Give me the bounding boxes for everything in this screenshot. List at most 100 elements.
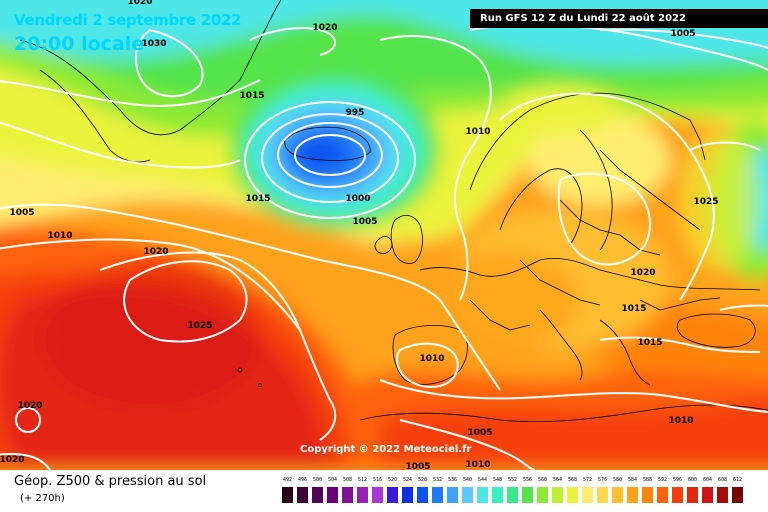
isobar-label: 1005	[352, 217, 377, 227]
colorbar-label: 540	[462, 477, 473, 483]
colorbar-swatch	[312, 487, 323, 503]
colorbar-swatch	[672, 487, 683, 503]
colorbar-swatch	[537, 487, 548, 503]
colorbar-label: 600	[687, 477, 698, 483]
isobar-label: 1020	[127, 0, 152, 7]
colorbar: 492 496 500 504 508 512 516 520 524 528 532 536 540 5…	[282, 476, 750, 504]
colorbar-swatch	[732, 487, 743, 503]
valid-time: 20:00 locale	[14, 33, 145, 55]
isobar-label: 1010	[419, 354, 444, 364]
isobar-label: 1025	[187, 321, 212, 331]
legend-footer: Géop. Z500 & pression au sol (+ 270h) 49…	[0, 470, 768, 512]
colorbar-label: 528	[417, 477, 428, 483]
colorbar-swatch	[642, 487, 653, 503]
colorbar-label: 556	[522, 477, 533, 483]
colorbar-label: 536	[447, 477, 458, 483]
isobar-label: 1005	[405, 462, 430, 470]
colorbar-swatch	[492, 487, 503, 503]
colorbar-label: 508	[342, 477, 353, 483]
colorbar-swatch	[282, 487, 293, 503]
colorbar-swatch	[432, 487, 443, 503]
isobar-label: 1020	[0, 455, 25, 465]
colorbar-label: 500	[312, 477, 323, 483]
colorbar-swatch	[387, 487, 398, 503]
run-info: Run GFS 12 Z du Lundi 22 août 2022	[470, 9, 768, 28]
colorbar-label: 548	[492, 477, 503, 483]
isobar-label: 1020	[630, 268, 655, 278]
valid-date: Vendredi 2 septembre 2022	[14, 11, 242, 29]
isobar-label: 1010	[47, 231, 72, 241]
colorbar-swatch	[342, 487, 353, 503]
isobar-label: 1005	[467, 428, 492, 438]
colorbar-swatch	[582, 487, 593, 503]
colorbar-swatch	[552, 487, 563, 503]
colorbar-label: 520	[387, 477, 398, 483]
colorbar-label: 504	[327, 477, 338, 483]
variable-title: Géop. Z500 & pression au sol	[14, 474, 207, 489]
geopotential-field	[0, 0, 768, 470]
isobar-label: 1010	[465, 460, 490, 470]
colorbar-label: 552	[507, 477, 518, 483]
isobar-label: 1015	[637, 338, 662, 348]
coastlines	[19, 0, 768, 453]
copyright-notice: Copyright © 2022 Meteociel.fr	[300, 444, 472, 455]
colorbar-label: 608	[717, 477, 728, 483]
colorbar-swatch	[372, 487, 383, 503]
colorbar-label: 544	[477, 477, 488, 483]
isobar-label: 1000	[345, 194, 370, 204]
colorbar-swatch	[327, 487, 338, 503]
isobar-label: 1015	[245, 194, 270, 204]
isobar-label: 1005	[670, 29, 695, 39]
colorbar-swatch	[507, 487, 518, 503]
colorbar-label: 512	[357, 477, 368, 483]
isobar-label: 1025	[693, 197, 718, 207]
colorbar-label: 568	[567, 477, 578, 483]
colorbar-label: 576	[597, 477, 608, 483]
colorbar-swatch	[417, 487, 428, 503]
colorbar-label: 492	[282, 477, 293, 483]
colorbar-label: 524	[402, 477, 413, 483]
isobar-label: 1010	[668, 416, 693, 426]
colorbar-swatch	[627, 487, 638, 503]
isobar-label: 1005	[9, 208, 34, 218]
colorbar-swatch	[297, 487, 308, 503]
colorbar-swatch	[657, 487, 668, 503]
colorbar-label: 596	[672, 477, 683, 483]
colorbar-swatch	[702, 487, 713, 503]
colorbar-swatch	[717, 487, 728, 503]
weather-map: 1020 1030 1020 1005 1015 995 1010 1005 1015 1000 1…	[0, 0, 768, 470]
colorbar-label: 584	[627, 477, 638, 483]
isobar-label: 1020	[143, 247, 168, 257]
colorbar-swatch	[687, 487, 698, 503]
lead-time: (+ 270h)	[20, 493, 65, 504]
colorbar-label: 496	[297, 477, 308, 483]
isobar-label: 1030	[141, 39, 166, 49]
colorbar-label: 580	[612, 477, 623, 483]
colorbar-swatch	[402, 487, 413, 503]
colorbar-label: 604	[702, 477, 713, 483]
colorbar-swatch	[462, 487, 473, 503]
colorbar-swatch	[567, 487, 578, 503]
colorbar-label: 572	[582, 477, 593, 483]
colorbar-label: 564	[552, 477, 563, 483]
colorbar-label: 516	[372, 477, 383, 483]
isobar-label: 1010	[465, 127, 490, 137]
colorbar-swatch	[447, 487, 458, 503]
colorbar-label: 588	[642, 477, 653, 483]
colorbar-swatch	[597, 487, 608, 503]
isobar-label: 1015	[239, 91, 264, 101]
isobar-label: 1015	[621, 304, 646, 314]
isobar-label: 1020	[312, 23, 337, 33]
colorbar-swatch	[357, 487, 368, 503]
colorbar-label: 560	[537, 477, 548, 483]
colorbar-label: 592	[657, 477, 668, 483]
colorbar-swatch	[477, 487, 488, 503]
colorbar-label: 612	[732, 477, 743, 483]
isobar-labels: 1020 1030 1020 1005 1015 995 1010 1005 1015 1000 1…	[0, 0, 719, 470]
isobar-label: 1020	[17, 401, 42, 411]
colorbar-swatch	[522, 487, 533, 503]
colorbar-label: 532	[432, 477, 443, 483]
isobar-label: 995	[346, 108, 365, 118]
colorbar-swatch	[612, 487, 623, 503]
